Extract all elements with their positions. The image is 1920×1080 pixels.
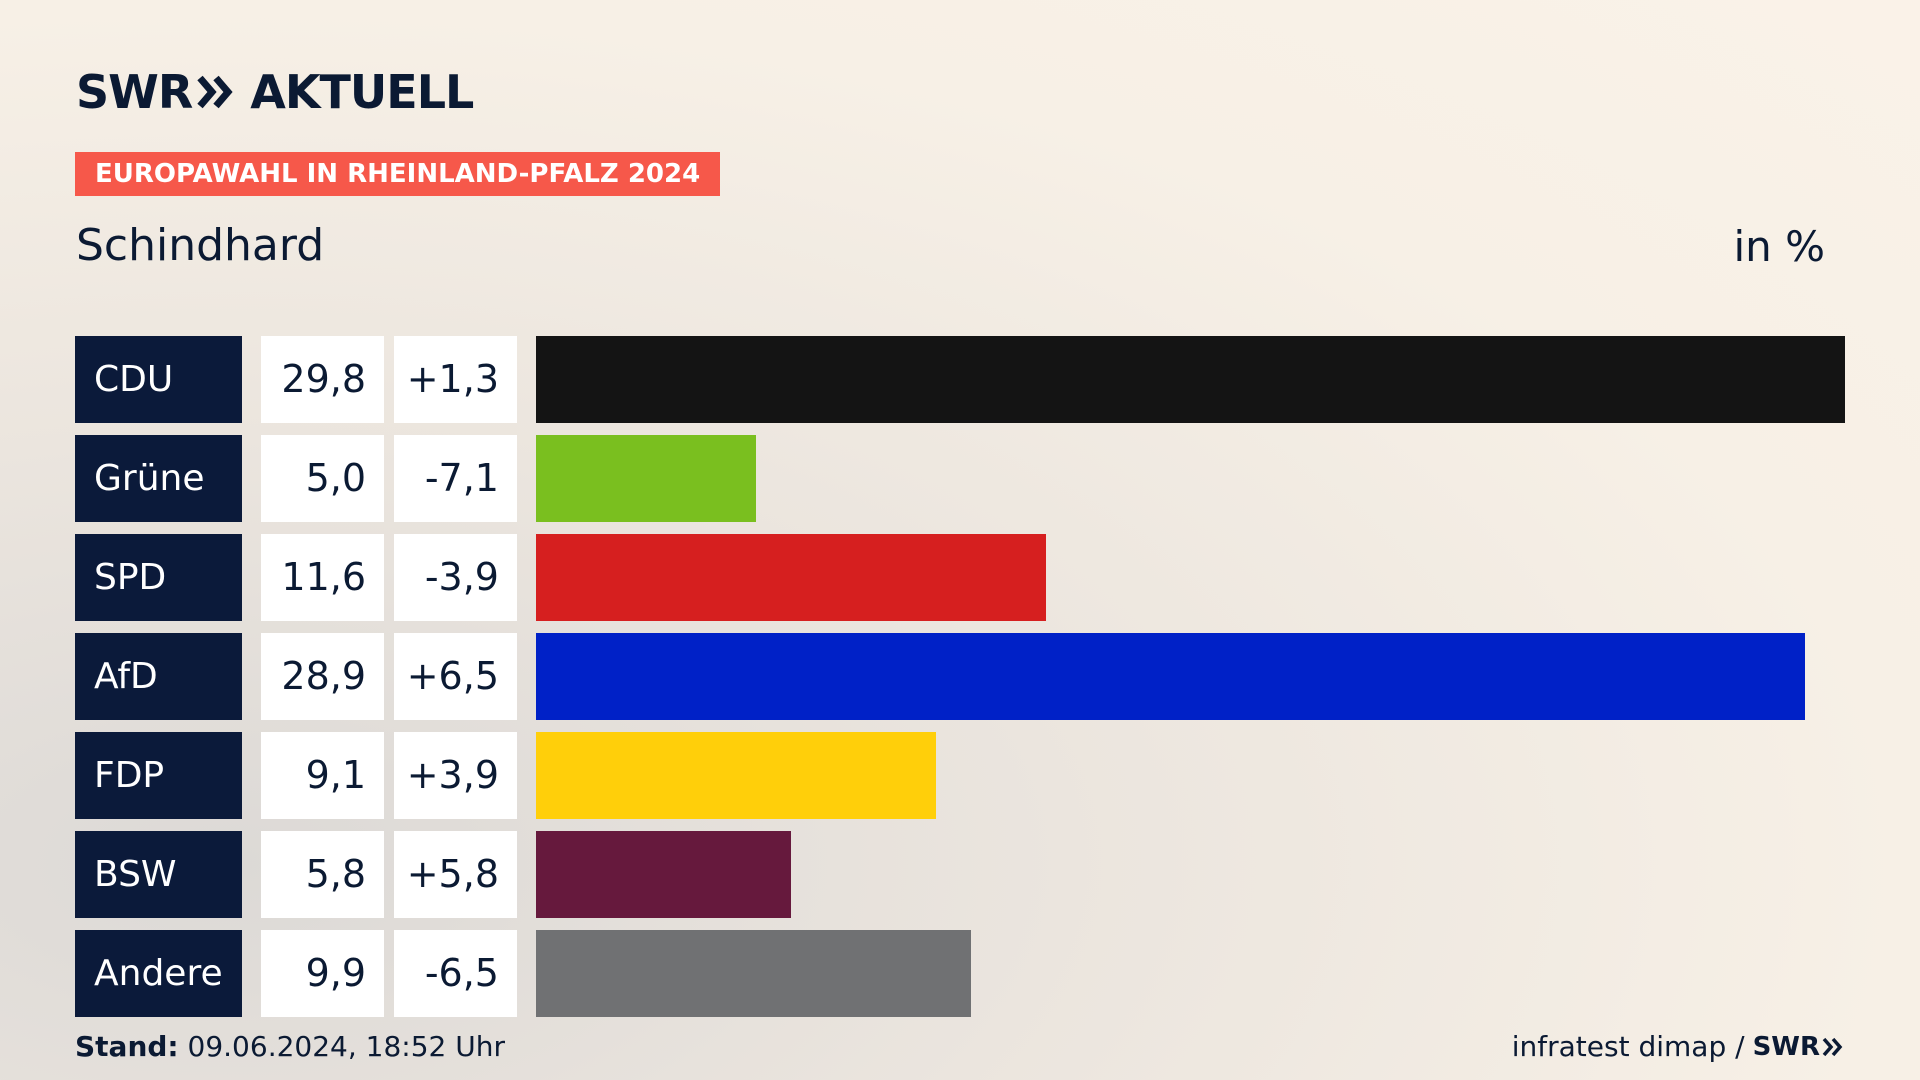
source-credit: infratest dimap / SWR xyxy=(1512,1030,1844,1063)
result-row: Grüne 5,0 -7,1 xyxy=(75,435,1845,522)
vote-share-value: 29,8 xyxy=(261,336,384,423)
party-label: BSW xyxy=(75,831,242,918)
party-label: SPD xyxy=(75,534,242,621)
timestamp: Stand: 09.06.2024, 18:52 Uhr xyxy=(75,1030,505,1063)
logo-aktuell: AKTUELL xyxy=(250,65,474,119)
stand-value: 09.06.2024, 18:52 Uhr xyxy=(187,1030,505,1063)
vote-share-value: 9,1 xyxy=(261,732,384,819)
unit-label: in % xyxy=(1733,222,1825,271)
party-label: Grüne xyxy=(75,435,242,522)
result-row: CDU 29,8 +1,3 xyxy=(75,336,1845,423)
result-bar xyxy=(536,831,791,918)
vote-share-value: 9,9 xyxy=(261,930,384,1017)
swr-aktuell-logo: SWR AKTUELL xyxy=(76,62,474,122)
vote-change-value: +1,3 xyxy=(394,336,517,423)
location-title: Schindhard xyxy=(76,220,325,271)
vote-change-value: +6,5 xyxy=(394,633,517,720)
vote-change-value: -7,1 xyxy=(394,435,517,522)
result-bar xyxy=(536,732,936,819)
result-bar xyxy=(536,435,756,522)
result-bar xyxy=(536,534,1046,621)
result-bar xyxy=(536,633,1805,720)
vote-share-value: 5,0 xyxy=(261,435,384,522)
source-brand: SWR xyxy=(1753,1032,1844,1062)
logo-swr: SWR xyxy=(76,65,193,119)
vote-change-value: +3,9 xyxy=(394,732,517,819)
source-text: infratest dimap / xyxy=(1511,1030,1745,1063)
vote-change-value: -3,9 xyxy=(394,534,517,621)
result-row: Andere 9,9 -6,5 xyxy=(75,930,1845,1017)
double-chevron-icon xyxy=(197,75,233,109)
vote-share-value: 11,6 xyxy=(261,534,384,621)
party-label: CDU xyxy=(75,336,242,423)
result-bar xyxy=(536,336,1845,423)
result-row: BSW 5,8 +5,8 xyxy=(75,831,1845,918)
result-bar xyxy=(536,930,971,1017)
result-row: FDP 9,1 +3,9 xyxy=(75,732,1845,819)
result-row: AfD 28,9 +6,5 xyxy=(75,633,1845,720)
source-brand-text: SWR xyxy=(1752,1031,1820,1062)
election-badge: EUROPAWAHL IN RHEINLAND-PFALZ 2024 xyxy=(75,152,721,196)
party-label: Andere xyxy=(75,930,242,1017)
party-label: AfD xyxy=(75,633,242,720)
party-label: FDP xyxy=(75,732,242,819)
vote-change-value: +5,8 xyxy=(394,831,517,918)
vote-share-value: 28,9 xyxy=(261,633,384,720)
double-chevron-icon xyxy=(1822,1037,1843,1056)
vote-share-value: 5,8 xyxy=(261,831,384,918)
result-row: SPD 11,6 -3,9 xyxy=(75,534,1845,621)
vote-change-value: -6,5 xyxy=(394,930,517,1017)
stand-label: Stand: xyxy=(75,1030,179,1063)
